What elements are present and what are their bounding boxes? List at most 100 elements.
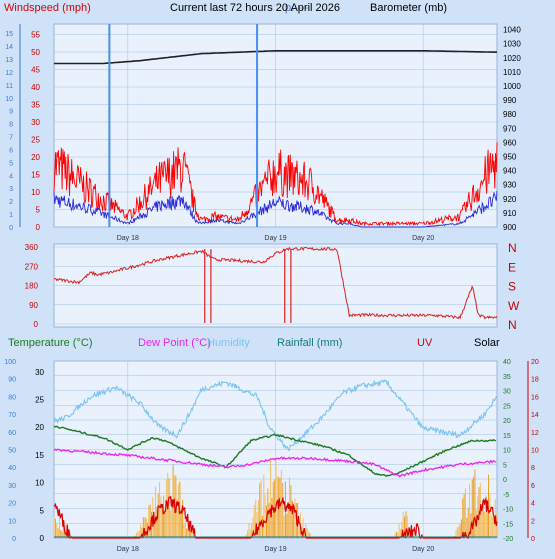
tick-label-beaufort: 14 <box>5 44 13 51</box>
tick-label-mb: 1020 <box>503 54 521 63</box>
tick-label-beaufort: 15 <box>5 31 13 38</box>
legend-temperature: Temperature (°C) <box>8 337 92 349</box>
tick-label-mb: 960 <box>503 138 517 147</box>
tick-label-beaufort: 12 <box>5 70 13 77</box>
tick-label-humidity: 70 <box>8 412 16 419</box>
tick-label-uv: 18 <box>531 377 539 384</box>
tick-label-beaufort: 8 <box>9 122 13 129</box>
tick-label-mb: 950 <box>503 153 517 162</box>
barometer-line <box>54 50 498 65</box>
tick-label-mph: 35 <box>31 101 40 110</box>
tick-label-temp: 10 <box>503 448 511 455</box>
legend-rainfall: Rainfall (mm) <box>277 337 342 349</box>
tick-label-degrees: 90 <box>29 301 38 310</box>
tick-label-temp: -5 <box>503 492 509 499</box>
tick-label-mb: 1000 <box>503 82 521 91</box>
legend-overlap: p. --- <box>285 2 309 14</box>
tick-label-mph: 45 <box>31 66 40 75</box>
tick-label-beaufort: 11 <box>6 83 13 90</box>
tick-label-beaufort: 9 <box>9 109 13 116</box>
tick-label-uv: 10 <box>531 448 539 455</box>
legend-barometer: Barometer (mb) <box>370 2 447 14</box>
tick-label-degrees: 270 <box>25 262 39 271</box>
tick-label-temp: 15 <box>503 433 511 440</box>
tick-label-beaufort: 1 <box>9 212 13 219</box>
tick-label-inner: 20 <box>35 423 44 432</box>
tick-label-humidity: 40 <box>8 465 16 472</box>
x-tick-label: Day 19 <box>264 235 286 242</box>
tick-label-humidity: 10 <box>8 518 16 525</box>
tick-label-mph: 20 <box>31 153 40 162</box>
tick-label-beaufort: 3 <box>9 186 13 193</box>
tick-label-beaufort: 4 <box>9 173 13 180</box>
tick-label-uv: 12 <box>531 430 539 437</box>
tick-label-inner: 5 <box>40 506 45 515</box>
legend-dewpoint: Dew Point (°C) <box>138 337 211 349</box>
tick-label-mb: 1030 <box>503 40 521 49</box>
tick-label-temp: 35 <box>503 374 511 381</box>
tick-label-mb: 970 <box>503 124 517 133</box>
tick-label-degrees: 360 <box>25 243 39 252</box>
tick-label-humidity: 80 <box>8 394 16 401</box>
compass-label: S <box>508 280 516 294</box>
tick-label-temp: 30 <box>503 389 511 396</box>
temperature-line <box>53 425 497 478</box>
tick-label-beaufort: 6 <box>9 147 13 154</box>
tick-label-temp: 25 <box>503 403 511 410</box>
tick-label-inner: 25 <box>35 395 44 404</box>
x-tick-label: Day 19 <box>264 546 286 553</box>
tick-label-uv: 4 <box>531 501 535 508</box>
tick-label-uv: 14 <box>531 412 539 419</box>
tick-label-beaufort: 10 <box>5 96 13 103</box>
tick-label-beaufort: 0 <box>9 225 13 232</box>
tick-label-humidity: 100 <box>4 359 16 366</box>
compass-label: W <box>508 299 520 313</box>
tick-label-mb: 990 <box>503 96 517 105</box>
tick-label-mb: 980 <box>503 110 517 119</box>
tick-label-temp: 20 <box>503 418 511 425</box>
tick-label-inner: 30 <box>35 368 44 377</box>
x-tick-label: Day 18 <box>117 235 139 242</box>
tick-label-mph: 15 <box>31 171 40 180</box>
tick-label-uv: 6 <box>531 483 535 490</box>
data-series <box>53 24 498 539</box>
tick-label-temp: 0 <box>503 477 507 484</box>
legend-uv: UV <box>417 337 433 349</box>
tick-label-mb: 920 <box>503 195 517 204</box>
tick-label-temp: -20 <box>503 536 513 543</box>
tick-label-mph: 40 <box>31 83 40 92</box>
x-tick-label: Day 18 <box>117 546 139 553</box>
compass-label: E <box>508 260 516 274</box>
tick-label-mb: 940 <box>503 167 517 176</box>
tick-label-temp: -15 <box>503 521 513 528</box>
dewpoint-line <box>53 448 497 478</box>
tick-label-mph: 30 <box>31 118 40 127</box>
tick-label-mph: 10 <box>31 188 40 197</box>
legend-humidity: Humidity <box>207 337 250 349</box>
tick-label-uv: 8 <box>531 465 535 472</box>
tick-label-temp: 40 <box>503 359 511 366</box>
tick-label-mb: 1010 <box>503 68 521 77</box>
legend-solar: Solar <box>474 337 500 349</box>
tick-label-mb: 930 <box>503 181 517 190</box>
compass-label: N <box>508 318 517 332</box>
tick-label-mb: 1040 <box>503 26 521 35</box>
tick-label-beaufort: 13 <box>5 57 13 64</box>
tick-label-mph: 55 <box>31 31 40 40</box>
tick-label-degrees: 180 <box>25 282 39 291</box>
tick-label-humidity: 0 <box>12 536 16 543</box>
tick-label-mb: 910 <box>503 209 517 218</box>
tick-label-beaufort: 7 <box>9 135 13 142</box>
tick-label-uv: 20 <box>531 359 539 366</box>
wind-average-line <box>53 190 498 228</box>
tick-label-temp: 5 <box>503 462 507 469</box>
tick-label-uv: 0 <box>531 536 535 543</box>
tick-label-inner: 10 <box>35 479 44 488</box>
wind-gust-line <box>53 142 498 227</box>
x-tick-label: Day 20 <box>412 546 434 553</box>
tick-label-beaufort: 2 <box>9 199 13 206</box>
tick-label-temp: -10 <box>503 507 513 514</box>
tick-label-inner: 15 <box>35 451 44 460</box>
axis-labels: 0510152025303540455055012345678910111213… <box>4 24 539 553</box>
